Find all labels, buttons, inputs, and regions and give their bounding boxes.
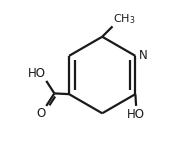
Text: HO: HO xyxy=(27,67,46,80)
Text: CH$_3$: CH$_3$ xyxy=(113,12,136,26)
Text: O: O xyxy=(36,107,46,120)
Text: N: N xyxy=(139,49,147,62)
Text: HO: HO xyxy=(127,108,145,121)
